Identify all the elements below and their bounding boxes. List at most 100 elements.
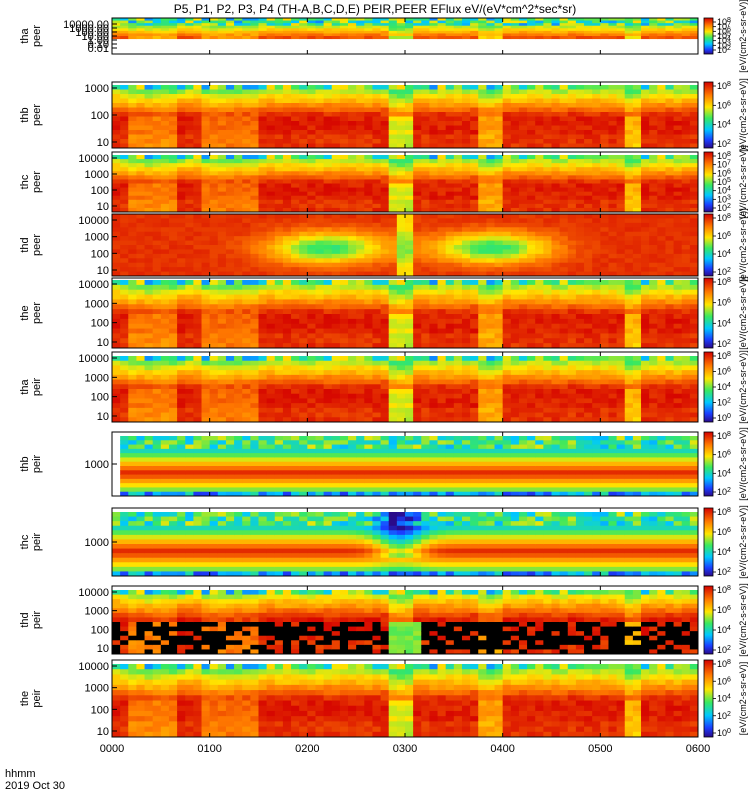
data-cell <box>112 130 121 135</box>
data-cell <box>429 207 439 213</box>
data-cell <box>527 18 536 22</box>
data-cell <box>608 191 618 197</box>
data-cell <box>209 134 219 140</box>
data-cell <box>673 30 683 34</box>
data-cell <box>502 183 512 189</box>
data-cell <box>364 23 373 27</box>
data-cell <box>209 370 219 376</box>
data-cell <box>502 179 512 184</box>
data-cell <box>242 20 251 24</box>
data-cell <box>209 356 219 362</box>
data-cell <box>478 125 487 131</box>
data-cell <box>339 333 349 339</box>
data-cell <box>144 85 154 90</box>
data-cell <box>470 294 479 300</box>
data-cell <box>160 222 170 228</box>
data-cell <box>494 112 504 117</box>
data-cell <box>527 343 536 349</box>
data-cell <box>315 299 325 305</box>
data-cell <box>225 323 235 330</box>
data-cell <box>380 338 390 344</box>
data-cell <box>250 175 259 180</box>
data-cell <box>168 412 178 418</box>
data-cell <box>486 318 496 325</box>
data-cell <box>299 134 308 140</box>
data-cell <box>307 207 316 213</box>
data-cell <box>250 214 259 219</box>
data-cell <box>649 214 658 219</box>
data-cell <box>136 107 146 113</box>
data-cell <box>177 155 186 160</box>
data-cell <box>177 267 186 273</box>
data-cell <box>689 20 699 24</box>
data-cell <box>168 94 178 99</box>
data-cell <box>486 338 496 344</box>
data-cell <box>429 258 439 264</box>
data-cell <box>624 125 634 131</box>
data-cell <box>421 159 430 164</box>
data-cell <box>673 20 683 24</box>
data-cell <box>356 304 365 310</box>
data-cell <box>486 294 496 300</box>
data-cell <box>299 30 308 34</box>
data-cell <box>225 249 235 255</box>
data-cell <box>282 299 292 305</box>
data-cell <box>559 258 569 264</box>
data-cell <box>152 171 162 176</box>
data-cell <box>567 191 577 197</box>
data-cell <box>160 155 170 160</box>
data-cell <box>323 262 333 268</box>
data-cell <box>274 222 284 228</box>
data-cell <box>470 195 479 201</box>
data-cell <box>225 258 235 264</box>
data-cell <box>331 240 341 246</box>
data-cell <box>209 94 219 99</box>
data-cell <box>494 245 504 250</box>
data-cell <box>445 121 455 126</box>
data-cell <box>461 343 471 349</box>
data-cell <box>307 187 316 193</box>
data-cell <box>144 175 154 180</box>
data-cell <box>527 267 536 273</box>
data-cell <box>502 134 512 140</box>
data-cell <box>201 309 211 315</box>
data-cell <box>120 191 129 197</box>
data-cell <box>396 179 406 184</box>
data-cell <box>470 20 479 24</box>
data-cell <box>608 249 618 255</box>
data-cell <box>551 125 561 131</box>
data-cell <box>315 30 325 34</box>
data-cell <box>234 284 243 291</box>
data-cell <box>657 139 666 144</box>
colorbar-tick-label: 106 <box>717 168 731 179</box>
data-cell <box>348 98 357 104</box>
data-cell <box>225 167 235 172</box>
data-cell <box>209 214 219 219</box>
data-cell <box>250 328 259 334</box>
data-cell <box>120 314 129 320</box>
data-cell <box>120 199 129 205</box>
data-cell <box>494 143 504 149</box>
data-cell <box>494 289 504 296</box>
data-cell <box>331 130 341 135</box>
data-cell <box>396 262 406 268</box>
data-cell <box>323 18 333 22</box>
data-cell <box>274 125 284 131</box>
data-cell <box>160 103 170 108</box>
data-cell <box>128 262 137 268</box>
data-cell <box>657 289 666 296</box>
data-cell <box>681 85 691 90</box>
data-cell <box>673 125 683 131</box>
data-cell <box>307 155 316 160</box>
data-cell <box>559 25 569 29</box>
data-cell <box>388 191 398 197</box>
data-cell <box>315 203 325 209</box>
data-cell <box>201 323 211 330</box>
data-cell <box>543 236 552 242</box>
data-cell <box>461 333 471 339</box>
data-cell <box>339 299 349 305</box>
data-cell <box>486 28 496 32</box>
data-cell <box>592 103 601 108</box>
data-cell <box>478 171 487 176</box>
data-cell <box>632 309 642 315</box>
